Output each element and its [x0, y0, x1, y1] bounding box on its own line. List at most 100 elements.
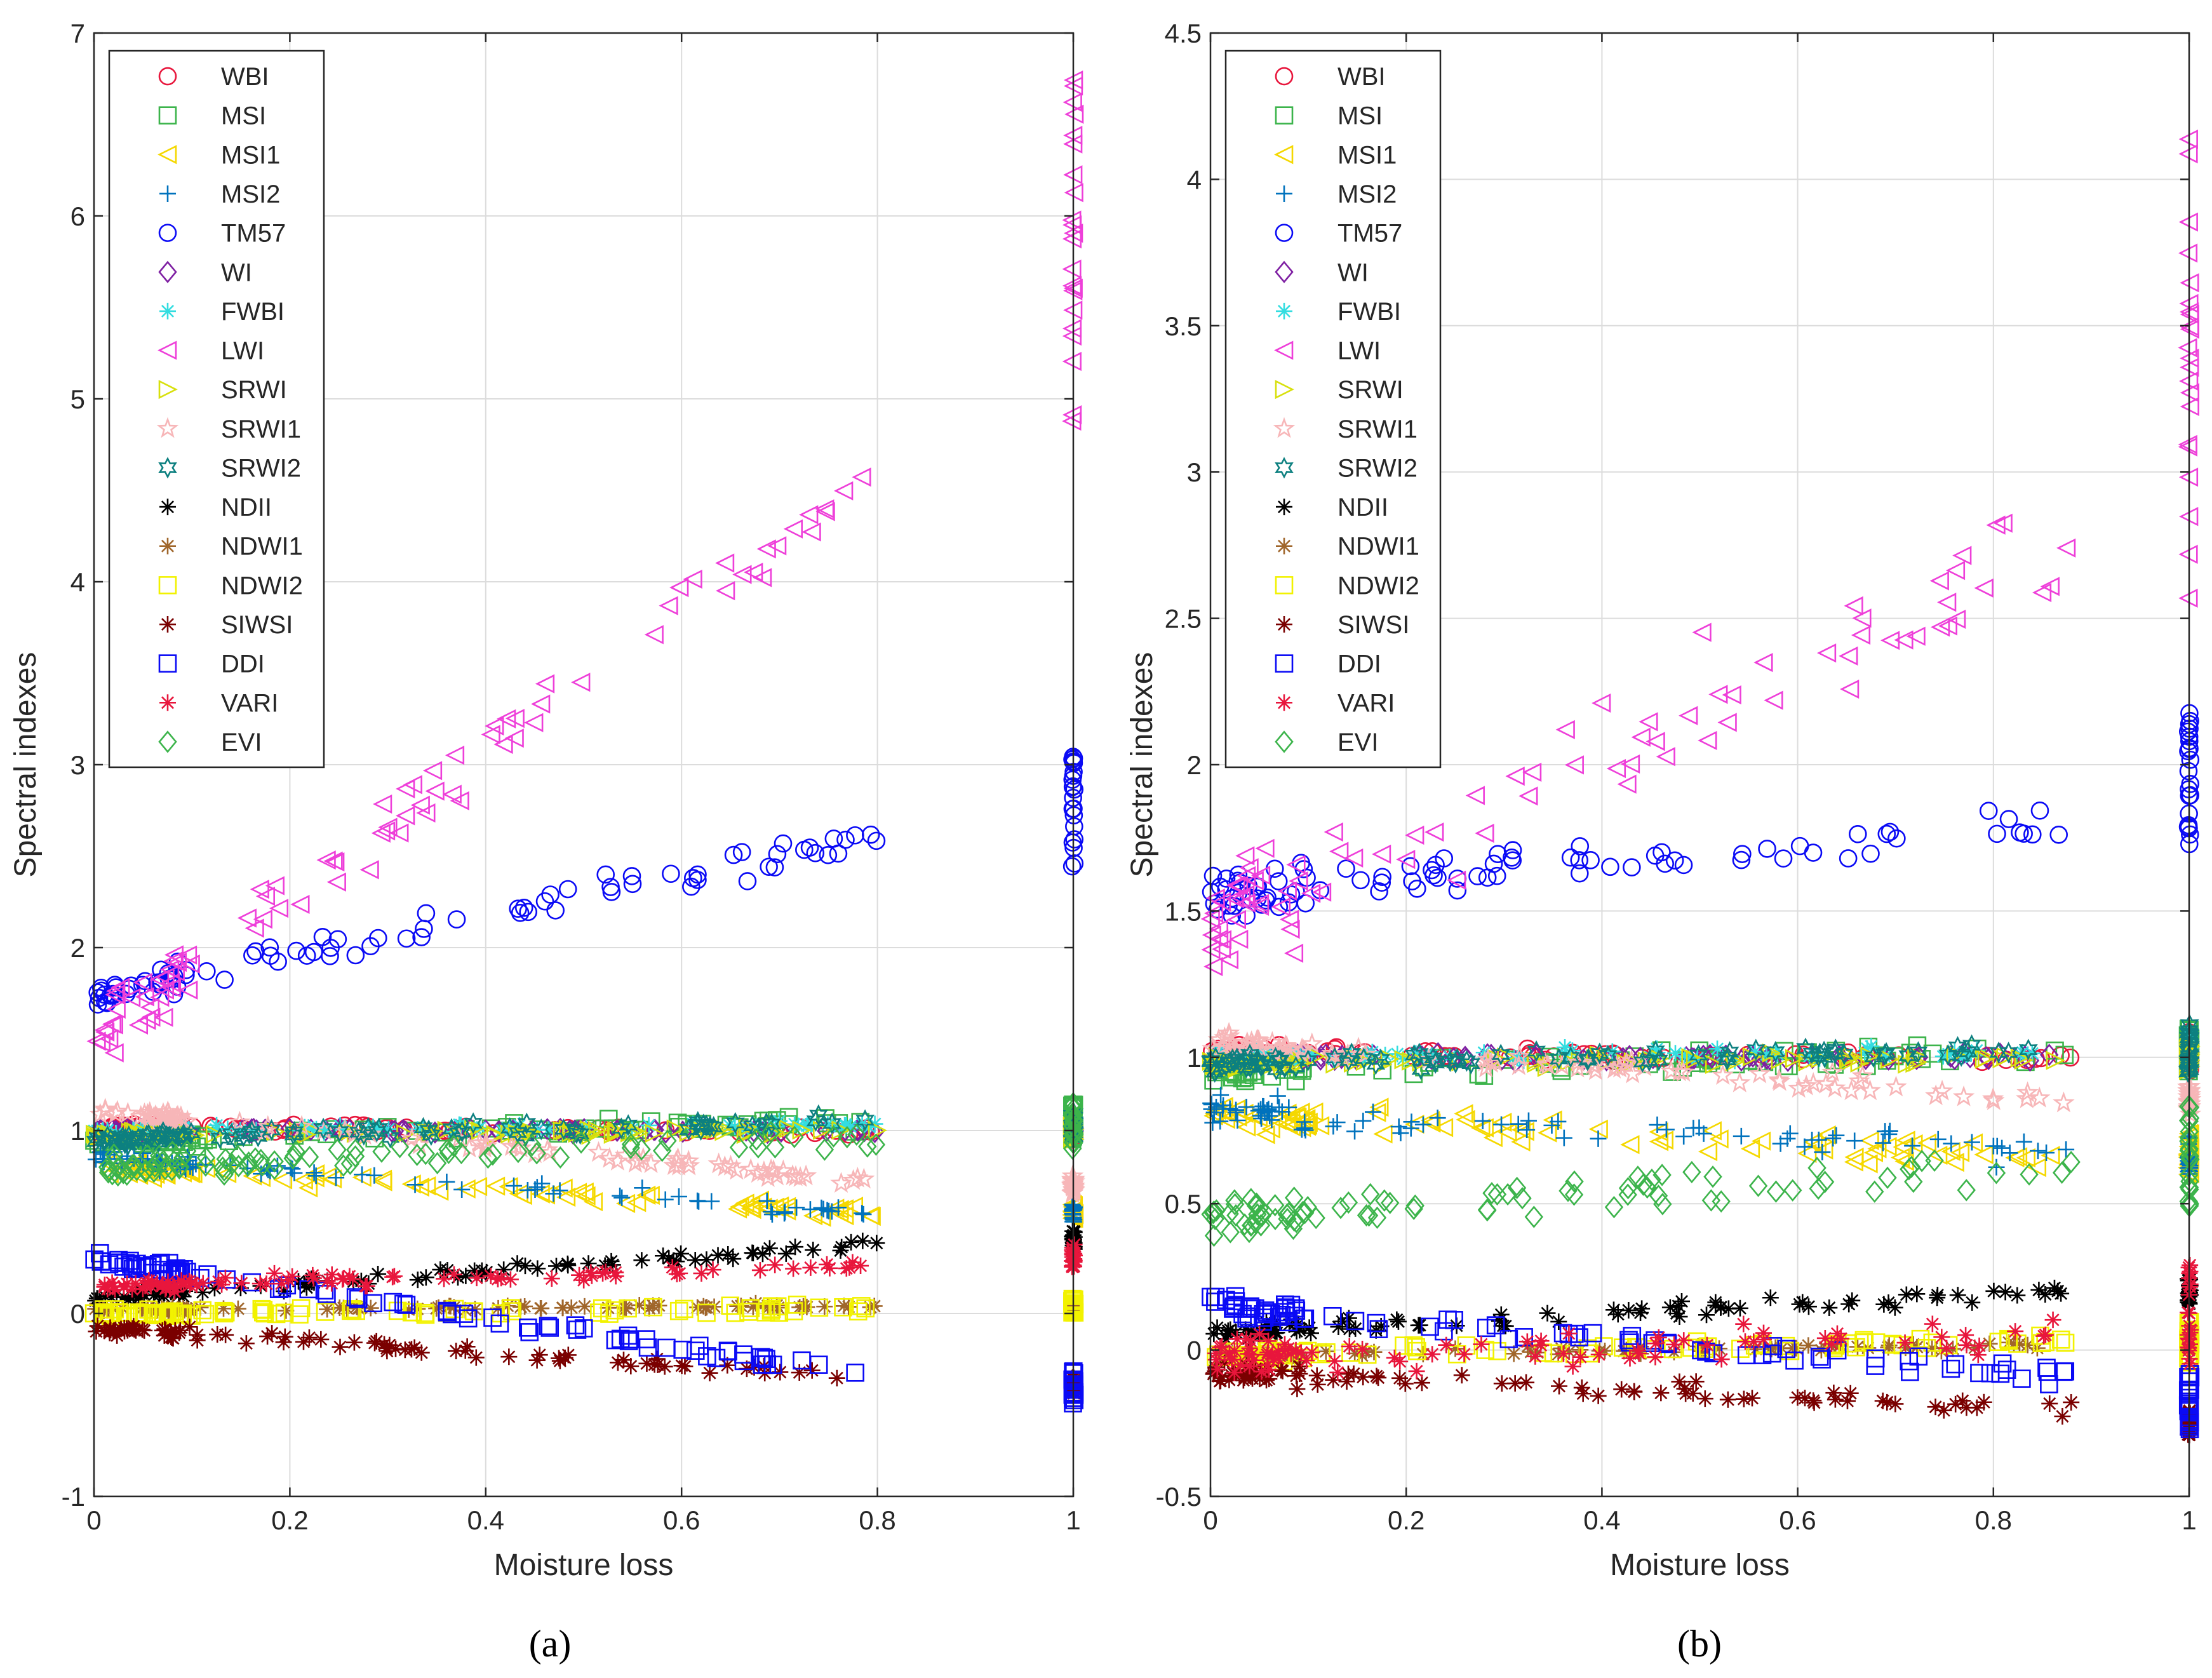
evi-point [1225, 1193, 1245, 1216]
siwsi-point [89, 1317, 106, 1334]
srwi1-point [138, 1101, 161, 1122]
evi-point [2020, 1163, 2039, 1186]
x-tick-label: 0.8 [859, 1505, 895, 1535]
lwi-point [1219, 950, 1239, 970]
vari-point [1303, 1344, 1320, 1361]
srwi2-point [380, 1126, 400, 1148]
evi-point [124, 1153, 144, 1176]
ddi-point [364, 1294, 382, 1313]
legend-label: FWBI [1337, 298, 1401, 326]
vari-point [482, 1267, 499, 1284]
ndwi2-point [856, 1299, 875, 1318]
vari-point [96, 1276, 113, 1293]
legend-entry-tm57: TM57 [1275, 220, 1402, 248]
legend-entry-ddi: DDI [1275, 650, 1381, 678]
srwi1-point [1767, 1068, 1790, 1090]
srwi1-point [1924, 1084, 1947, 1106]
vari-point [266, 1265, 283, 1282]
siwsi-point [238, 1335, 255, 1352]
ndwi2-point [1407, 1338, 1425, 1357]
msi-point [1908, 1036, 1927, 1055]
vari-point [1243, 1346, 1261, 1364]
ddi-point [1242, 1299, 1261, 1318]
lwi-point [1475, 823, 1494, 843]
tm57-point [774, 834, 793, 853]
lwi-point [535, 674, 555, 694]
siwsi-point [1719, 1391, 1736, 1408]
siwsi-point [1626, 1383, 1643, 1400]
ndii-point [1997, 1284, 2014, 1301]
tm57-endpoint [1065, 817, 1083, 836]
evi-point [1604, 1196, 1624, 1219]
tm57-point [546, 901, 565, 920]
siwsi-point [413, 1344, 430, 1361]
lwi-point [1286, 855, 1306, 875]
srwi2-point [1411, 1058, 1431, 1080]
evi-point [229, 1155, 248, 1178]
srwi2-point [210, 1127, 230, 1150]
legend-label: WBI [1337, 63, 1386, 91]
fwbi-point [790, 1117, 807, 1134]
lwi-point [1816, 643, 1837, 663]
evi-point [300, 1145, 319, 1169]
ndii-point [547, 1258, 565, 1275]
msi1-point [2041, 1146, 2060, 1165]
srwi1-point [1823, 1077, 1846, 1098]
y-tick-label: -0.5 [1156, 1482, 1202, 1512]
tm57-point [1674, 856, 1693, 875]
msi1-point [583, 1191, 603, 1212]
siwsi-point [1797, 1390, 1813, 1407]
evi-point [1912, 1150, 1931, 1172]
vari-point [1896, 1334, 1914, 1352]
lwi-point [1717, 713, 1737, 732]
vari-point [1261, 1361, 1278, 1378]
srwi2-point [756, 1112, 776, 1134]
tm57-point [836, 830, 855, 849]
tm57-point [800, 838, 819, 857]
msi2-point [855, 1205, 872, 1223]
msi1-point [553, 1178, 573, 1198]
ddi-point [1275, 1295, 1294, 1314]
legend-entry-srwi: SRWI [158, 376, 287, 404]
siwsi-point [1825, 1385, 1842, 1402]
lwi-point [1708, 685, 1728, 704]
msi1-point [485, 1176, 506, 1196]
ndwi2-point [1854, 1333, 1873, 1352]
srwi-point [645, 1124, 664, 1143]
lwi-point [1844, 596, 1863, 616]
fwbi-point [317, 1120, 334, 1138]
ddi-point [1623, 1327, 1642, 1345]
legend-label: WBI [221, 63, 269, 91]
srwi1-point [607, 1150, 629, 1171]
tm57-point [269, 952, 287, 971]
ddi-point [90, 1244, 109, 1263]
ndii-point [1720, 1300, 1737, 1317]
evi-point [572, 1131, 591, 1154]
lwi-point [403, 775, 422, 795]
srwi-point [1850, 1053, 1870, 1073]
srwi2-point [239, 1122, 259, 1145]
srwi-point [868, 1120, 887, 1140]
vari-point [1226, 1364, 1243, 1381]
x-tick-label: 0.6 [663, 1505, 700, 1535]
ndii-point [633, 1252, 650, 1269]
srwi2-point [554, 1118, 573, 1141]
vari-endpoint [2182, 1276, 2199, 1293]
msi2-point [1204, 1114, 1221, 1131]
srwi1-endpoint [2177, 1075, 2199, 1097]
tm57-point [519, 903, 537, 922]
ndii-point [1228, 1324, 1245, 1341]
srwi2-point [1207, 1058, 1226, 1080]
srwi2-point [1826, 1038, 1846, 1061]
tm57-point [243, 946, 262, 965]
legend-marker-msi1 [1274, 145, 1294, 164]
ndwi1-point [532, 1299, 549, 1317]
ndwi1-point [1788, 1339, 1805, 1357]
wi-point [1743, 1045, 1762, 1068]
siwsi-point [1805, 1392, 1822, 1409]
ndwi1-point [1849, 1338, 1866, 1355]
siwsi-point [1687, 1373, 1705, 1390]
legend-marker-msi [1275, 106, 1294, 125]
evi-point [824, 1125, 843, 1148]
srwi2-point [413, 1117, 433, 1139]
